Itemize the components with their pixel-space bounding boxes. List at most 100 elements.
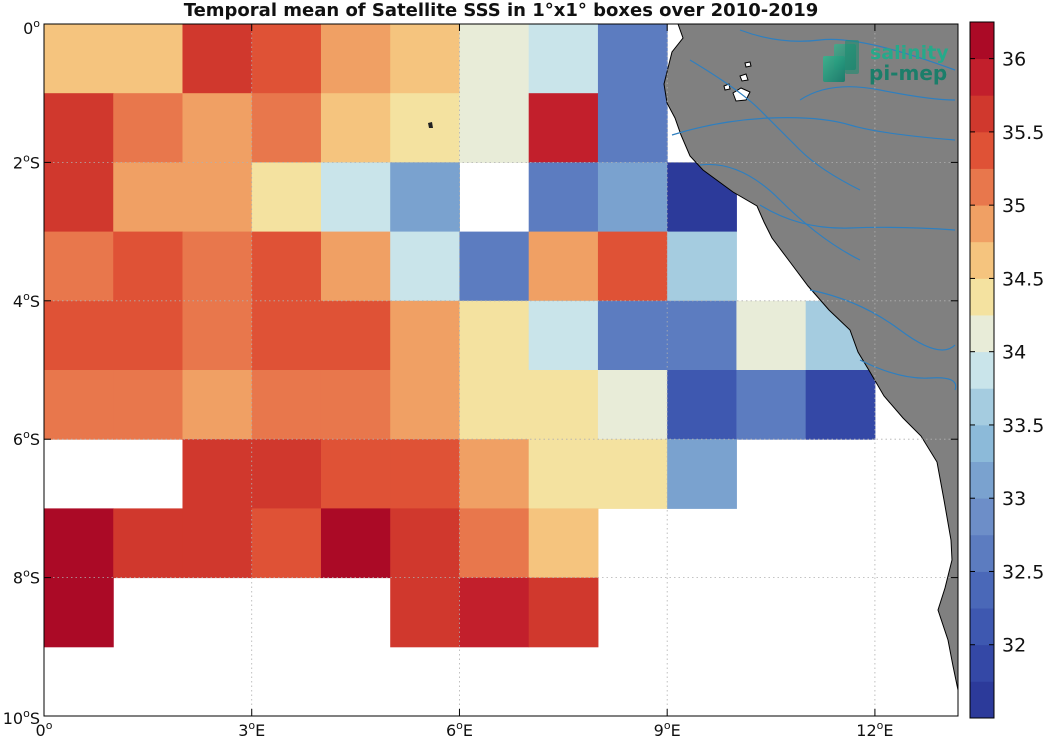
colorbar-swatch (970, 571, 994, 609)
colorbar-frame (969, 21, 995, 719)
sss-cell (113, 231, 183, 302)
africa-land (663, 24, 958, 691)
sss-cell (113, 370, 183, 440)
sss-cell (113, 93, 183, 163)
sss-cell (113, 24, 183, 94)
sss-cell (597, 24, 668, 94)
colorbar-swatch (970, 241, 994, 279)
salinity-pimep-logo: salinity pi-mep (823, 40, 949, 85)
colorbar-swatch (970, 498, 994, 536)
colorbar-tick-label: 35.5 (1002, 122, 1044, 144)
sss-cell (182, 24, 253, 94)
sss-cell (44, 370, 114, 440)
sss-cell (667, 231, 737, 302)
sss-cell (320, 24, 391, 94)
sss-cell (528, 300, 599, 371)
sss-cell (390, 508, 460, 579)
sss-cell (390, 577, 460, 648)
sss-cell (597, 231, 668, 302)
sss-cell (44, 300, 114, 371)
sss-cell (182, 162, 253, 233)
sss-cell (182, 231, 253, 302)
x-tick-label: 3oE (238, 719, 265, 740)
sss-cell (528, 439, 599, 509)
sss-cell (459, 300, 530, 371)
sss-cell (390, 162, 460, 233)
y-tick-label: 10oS (3, 707, 40, 728)
sss-cell (459, 439, 530, 509)
sss-cell (251, 162, 322, 233)
sss-cell (459, 231, 530, 302)
sss-cell (805, 370, 876, 440)
sss-cell (251, 24, 322, 94)
sss-cell (528, 93, 599, 163)
sss-cell (459, 370, 530, 440)
colorbar-swatch (970, 168, 994, 206)
sss-cell (320, 508, 391, 579)
sss-cell (320, 162, 391, 233)
figure-title: Temporal mean of Satellite SSS in 1°x1° … (183, 0, 819, 21)
sss-cell (182, 439, 253, 509)
colorbar-swatch (970, 681, 994, 719)
colorbar-swatch (970, 608, 994, 646)
colorbar-tick-label: 34.5 (1002, 268, 1044, 290)
sss-cell (44, 93, 114, 163)
sss-cell (667, 439, 737, 509)
sss-cell (736, 300, 807, 371)
sss-cell (597, 93, 668, 163)
colorbar-tick-label: 33.5 (1002, 415, 1044, 437)
colorbar-swatch (970, 644, 994, 682)
colorbar-tick-label: 35 (1002, 195, 1026, 217)
sss-cell (113, 162, 183, 233)
y-tick-label: 4oS (13, 290, 40, 311)
x-tick-label: 12oE (856, 719, 893, 740)
sss-cell (182, 508, 253, 579)
colorbar-swatch (970, 22, 994, 60)
colorbar-tick-label: 34 (1002, 342, 1026, 364)
land-layer (428, 24, 958, 691)
sss-cell (182, 93, 253, 163)
sss-cell (459, 93, 530, 163)
sss-cell (44, 162, 114, 233)
sss-cell (528, 508, 599, 579)
sss-cell (44, 508, 114, 579)
sss-cell (597, 300, 668, 371)
sss-cell (113, 508, 183, 579)
sss-cell (390, 439, 460, 509)
sss-cell (251, 439, 322, 509)
y-tick-label: 8oS (13, 567, 40, 588)
colorbar-swatch (970, 315, 994, 353)
sss-cell (320, 93, 391, 163)
sss-cell (113, 300, 183, 371)
sss-cell (251, 370, 322, 440)
y-tick-label: 0o (23, 17, 40, 38)
colorbar-tick-label: 32 (1002, 635, 1026, 657)
sss-cell (597, 162, 668, 233)
sss-cell (320, 231, 391, 302)
sss-cell (528, 24, 599, 94)
axis-ticks (43, 23, 958, 717)
sss-cell (390, 93, 460, 163)
y-tick-label: 2oS (13, 151, 40, 172)
sss-cell (736, 370, 807, 440)
colorbar-labels: 32 32.5 33 33.5 34 34.5 35 35.5 36 (970, 49, 1044, 657)
sss-cell (251, 300, 322, 371)
colorbar-swatch (970, 278, 994, 316)
x-tick-label: 9oE (654, 719, 681, 740)
logo-line1: salinity (870, 42, 949, 64)
sss-cell (459, 24, 530, 94)
sss-cell (667, 370, 737, 440)
x-axis-labels: 0o 3oE 6oE 9oE 12oE (36, 719, 894, 740)
sss-cell (182, 300, 253, 371)
sss-cell (390, 370, 460, 440)
sss-cell (44, 231, 114, 302)
sss-cell (251, 93, 322, 163)
sss-cell (251, 508, 322, 579)
colorbar-swatch (970, 58, 994, 96)
sss-cell (320, 370, 391, 440)
colorbar-swatch (970, 351, 994, 389)
sss-cell (390, 231, 460, 302)
sss-cell (390, 300, 460, 371)
y-tick-label: 6oS (13, 428, 40, 449)
